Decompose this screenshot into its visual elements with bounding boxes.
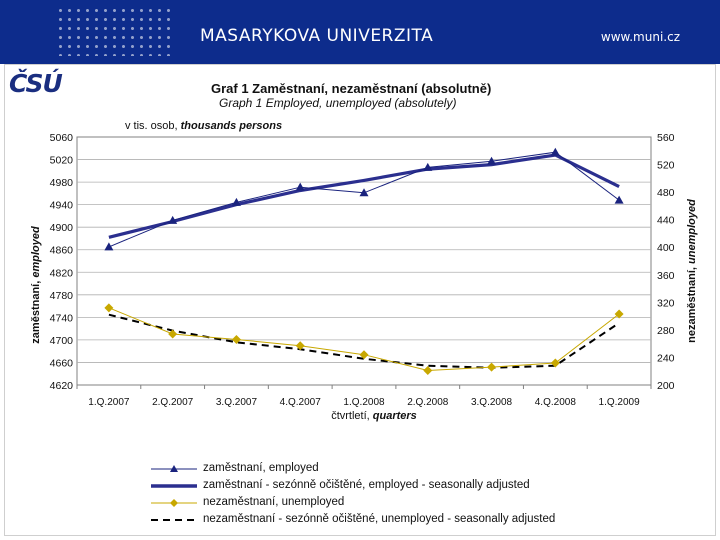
data-point-employed xyxy=(550,147,560,156)
x-tick-label: 1.Q.2008 xyxy=(343,397,385,408)
data-point-unemployed xyxy=(168,329,178,339)
x-tick-label: 3.Q.2007 xyxy=(216,397,258,408)
legend-label: nezaměstnaní - sezónně očištěné, unemplo… xyxy=(203,513,556,525)
legend-key-triangle-line xyxy=(151,464,197,472)
csu-logo: ČSÚ xyxy=(9,69,63,98)
x-axis-label: čtvrtletí, quarters xyxy=(331,410,417,422)
logo-dots-pattern xyxy=(56,6,176,56)
y-right-tick-label: 520 xyxy=(657,160,675,172)
header-bar: MASARYKOVA UNIVERZITA www.muni.cz xyxy=(0,0,720,64)
x-tick-label: 2.Q.2007 xyxy=(152,397,194,408)
chart-subtitle: Graph 1 Employed, unemployed (absolutely… xyxy=(219,96,457,110)
unit-label: v tis. osob, thousands persons xyxy=(125,120,282,132)
legend-label: zaměstnaní, employed xyxy=(203,462,319,474)
legend-label: nezaměstnaní, unemployed xyxy=(203,496,345,508)
legend-item-employed: zaměstnaní, employed xyxy=(151,460,555,477)
y-right-tick-label: 360 xyxy=(657,270,675,282)
data-point-employed xyxy=(487,156,497,165)
y-left-tick-label: 4900 xyxy=(50,222,74,234)
y-left-tick-label: 4860 xyxy=(50,245,74,257)
legend-item-unemployed: nezaměstnaní, unemployed xyxy=(151,494,555,511)
y-left-tick-label: 4980 xyxy=(50,177,74,189)
y-left-tick-label: 4740 xyxy=(50,312,74,324)
y-left-axis-label: zaměstnaní, employed xyxy=(30,226,42,344)
y-right-tick-label: 400 xyxy=(657,242,675,254)
series-line-1 xyxy=(108,153,620,239)
y-right-tick-label: 280 xyxy=(657,325,675,337)
legend-key-dashed-line xyxy=(151,518,197,521)
data-point-unemployed xyxy=(104,303,114,313)
data-point-unemployed xyxy=(550,358,560,368)
y-right-tick-label: 560 xyxy=(657,132,675,144)
data-point-employed xyxy=(231,197,241,206)
data-point-unemployed xyxy=(487,362,497,372)
line-chart: 4620 4660 4700 4740 4780 4820 4860 4900 4940 4980… xyxy=(30,132,698,422)
y-left-tick-label: 5060 xyxy=(50,132,74,144)
x-tick-label: 1.Q.2007 xyxy=(88,397,130,408)
chart-legend: zaměstnaní, employed zaměstnaní - sezónn… xyxy=(151,460,555,528)
x-tick-label: 3.Q.2008 xyxy=(471,397,513,408)
y-left-tick-label: 4700 xyxy=(50,335,74,347)
legend-key-diamond-line xyxy=(151,498,197,507)
data-point-employed xyxy=(614,195,624,204)
series-line-3 xyxy=(108,313,620,369)
y-left-tick-label: 4820 xyxy=(50,267,74,279)
legend-item-unemployed-sa: nezaměstnaní - sezónně očištěné, unemplo… xyxy=(151,511,555,528)
y-right-tick-label: 240 xyxy=(657,352,675,364)
legend-key-thick-line xyxy=(151,483,197,488)
data-point-unemployed xyxy=(295,341,305,351)
data-point-employed xyxy=(104,242,114,251)
unit-label-cs: v tis. osob, xyxy=(125,120,181,132)
y-right-tick-label: 320 xyxy=(657,297,675,309)
x-tick-label: 4.Q.2008 xyxy=(535,397,577,408)
data-point-employed xyxy=(295,182,305,191)
data-point-unemployed xyxy=(614,309,624,319)
y-left-tick-label: 4940 xyxy=(50,200,74,212)
unit-label-en: thousands persons xyxy=(180,120,283,132)
brand-name: MASARYKOVA UNIVERZITA xyxy=(200,26,434,46)
legend-label: zaměstnaní - sezónně očištěné, employed … xyxy=(203,479,530,491)
plot-area xyxy=(76,136,652,386)
y-left-tick-label: 4660 xyxy=(50,357,74,369)
chart-panel: ČSÚ Graf 1 Zaměstnaní, nezaměstnaní (abs… xyxy=(4,64,716,536)
chart-title: Graf 1 Zaměstnaní, nezaměstnaní (absolut… xyxy=(211,81,492,96)
data-point-employed xyxy=(168,215,178,224)
data-point-employed xyxy=(359,188,369,197)
legend-item-employed-sa: zaměstnaní - sezónně očištěné, employed … xyxy=(151,477,555,494)
y-right-tick-label: 440 xyxy=(657,215,675,227)
data-point-unemployed xyxy=(423,366,433,376)
y-right-axis-label: nezaměstnaní, unemployed xyxy=(686,199,698,343)
data-point-employed xyxy=(423,162,433,171)
y-left-tick-label: 5020 xyxy=(50,155,74,167)
x-tick-label: 1.Q.2009 xyxy=(599,397,641,408)
y-left-tick-label: 4780 xyxy=(50,290,74,302)
y-left-tick-label: 4620 xyxy=(50,380,74,392)
y-right-tick-label: 200 xyxy=(657,380,675,392)
x-tick-label: 2.Q.2008 xyxy=(407,397,449,408)
y-right-tick-label: 480 xyxy=(657,187,675,199)
header-url[interactable]: www.muni.cz xyxy=(600,30,680,44)
x-tick-label: 4.Q.2007 xyxy=(280,397,322,408)
data-point-unemployed xyxy=(359,350,369,360)
data-point-unemployed xyxy=(231,335,241,345)
